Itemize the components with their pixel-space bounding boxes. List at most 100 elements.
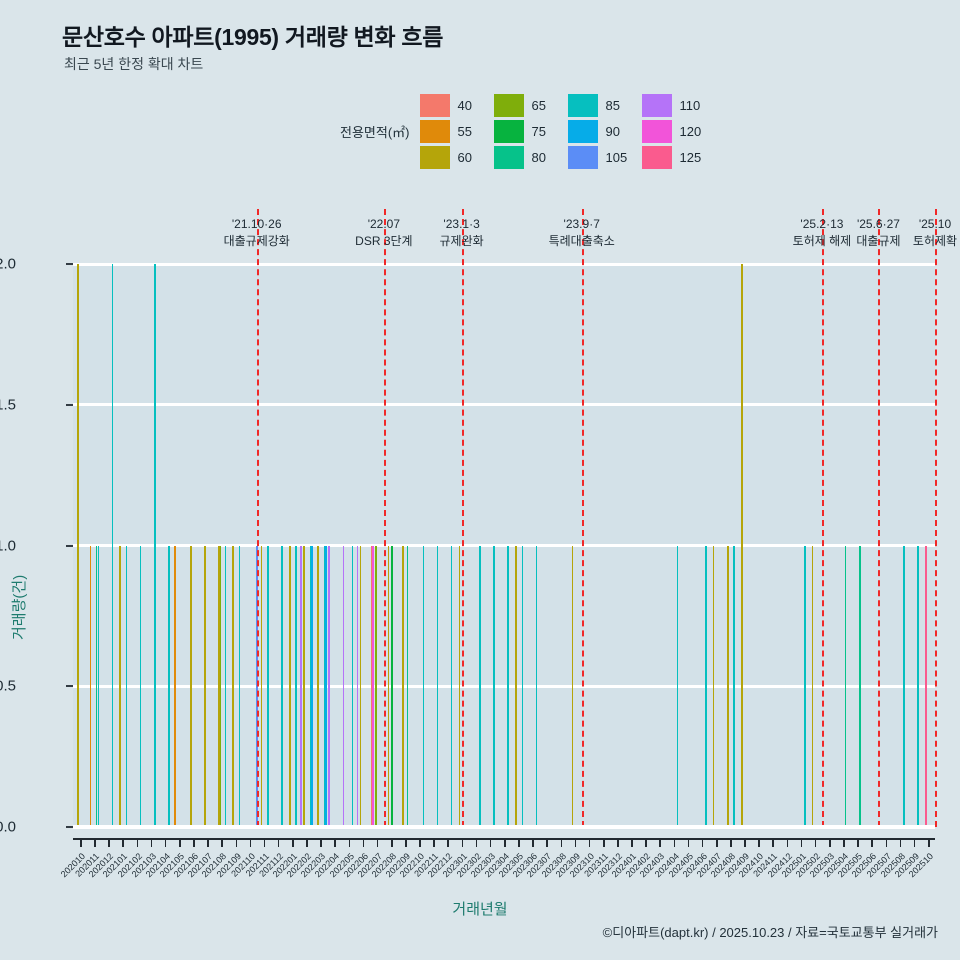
bar [232,545,234,827]
bar [493,545,495,827]
legend-item[interactable]: 125 [641,144,712,170]
legend-item[interactable]: 120 [641,118,712,144]
x-tick-mark [263,838,266,847]
x-tick-mark [574,838,577,847]
bar [804,545,806,827]
x-tick-mark [602,838,605,847]
x-tick-mark [687,838,690,847]
event-marker-line [821,209,824,827]
chart-subtitle: 최근 5년 한정 확대 차트 [64,56,204,72]
x-tick-mark [348,838,351,847]
bar [859,545,861,827]
legend-swatch-icon [493,93,524,117]
event-annotation: '25.10 토허제확 [913,216,957,250]
bar [351,545,354,827]
event-marker-line [878,209,881,827]
legend-column: 110 120 125 [641,92,712,170]
bar [139,545,142,827]
legend-columns: 40 55 60 65 75 80 85 90 105 110 120 125 [419,92,716,170]
x-tick-mark [108,838,110,847]
bar [521,545,523,827]
legend-item-label: 60 [457,149,472,165]
bar [328,545,330,827]
y-tick-mark [66,403,73,406]
bar [535,545,538,827]
bar [95,545,98,827]
x-tick-mark [730,838,732,847]
event-marker-line [461,209,464,827]
legend-swatch-icon [567,119,598,143]
x-tick-mark [758,838,760,847]
bar [295,545,297,827]
event-date: '23.9·7 [563,217,600,231]
x-tick-mark [927,838,930,847]
bar [741,264,743,827]
bar [917,545,919,827]
bar [712,545,715,827]
legend-item[interactable]: 90 [567,118,638,144]
x-tick-mark [475,838,478,847]
legend-item-label: 65 [531,97,546,113]
x-axis-title: 거래년월 [452,901,508,918]
event-marker-line [581,209,584,827]
bar [325,545,327,827]
legend-item-label: 110 [679,97,701,113]
bar [224,545,227,827]
bar [676,545,679,827]
x-tick-mark [857,838,859,847]
bar [303,545,305,827]
x-tick-mark [518,838,520,847]
legend-item[interactable]: 55 [419,118,490,144]
gridline [73,403,935,407]
x-tick-mark [800,838,803,847]
legend-item[interactable]: 60 [419,144,490,170]
x-tick-mark [786,838,789,847]
legend-item-label: 55 [457,123,472,139]
x-tick-mark [814,838,817,847]
x-tick-mark [306,838,308,847]
bar [89,545,92,827]
bar [174,545,176,827]
legend-swatch-icon [419,145,450,169]
x-tick-mark [829,838,831,847]
event-annotation: '25.2·13 토허제 해제 [793,216,852,250]
bar [311,545,313,827]
x-tick-mark [164,838,167,847]
legend-column: 40 55 60 [419,92,490,170]
legend-item[interactable]: 65 [493,92,564,118]
legend-item[interactable]: 75 [493,118,564,144]
x-tick-mark [122,838,125,847]
event-annotation: '22.07 DSR 3단계 [355,216,412,250]
x-tick-mark [207,838,209,847]
bar [356,545,359,827]
legend-swatch-icon [641,93,672,117]
legend-item[interactable]: 110 [641,92,712,118]
x-tick-mark [334,838,337,847]
event-name: 규제완화 [439,234,484,248]
legend-item[interactable]: 105 [567,144,638,170]
legend-item[interactable]: 80 [493,144,564,170]
y-tick-mark [66,826,73,828]
x-tick-mark [744,838,746,847]
bar [359,545,362,827]
event-date: '25.6·27 [856,217,900,231]
legend-column: 65 75 80 [493,92,564,170]
bar [97,545,100,827]
event-marker-line [935,209,937,827]
x-tick-mark [390,838,393,847]
bar [387,545,390,827]
x-tick-mark [221,838,223,847]
bar [515,545,517,827]
bar [238,545,241,827]
bar [727,545,729,827]
x-tick-mark [277,838,280,847]
legend-item-label: 120 [679,123,702,139]
legend-item[interactable]: 40 [419,92,490,118]
bar [317,545,319,827]
x-tick-mark [560,838,563,847]
gridline [73,684,935,688]
y-tick-label: 0.5 [0,677,16,695]
plot-area [73,209,937,829]
bar [402,545,404,827]
legend-item[interactable]: 85 [567,92,638,118]
